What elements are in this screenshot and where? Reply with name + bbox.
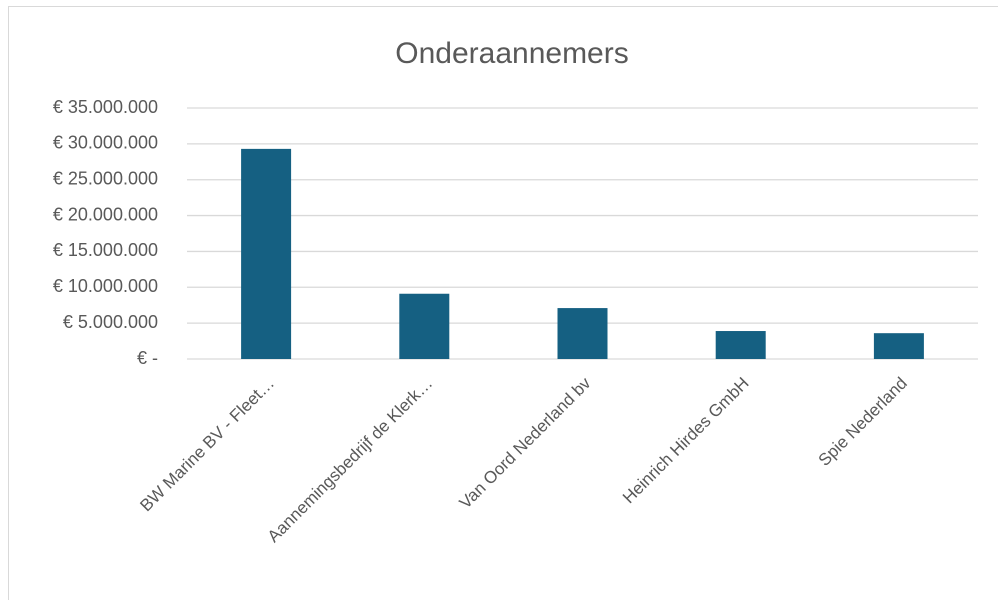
y-tick-label: € 10.000.000 (53, 276, 158, 296)
bar (557, 308, 608, 359)
y-tick-label: € 30.000.000 (53, 133, 158, 153)
bar (241, 148, 292, 359)
bar (399, 293, 450, 359)
y-tick-label: € 5.000.000 (63, 312, 158, 332)
y-tick-label: € 15.000.000 (53, 240, 158, 260)
chart-title: Onderaannemers (395, 37, 628, 70)
y-tick-label: € 35.000.000 (53, 97, 158, 117)
y-tick-label: € 20.000.000 (53, 204, 158, 224)
bar (873, 333, 924, 359)
y-tick-label: € 25.000.000 (53, 168, 158, 188)
y-tick-label: € - (137, 348, 158, 368)
chart-border (8, 6, 998, 600)
bar (715, 331, 766, 359)
